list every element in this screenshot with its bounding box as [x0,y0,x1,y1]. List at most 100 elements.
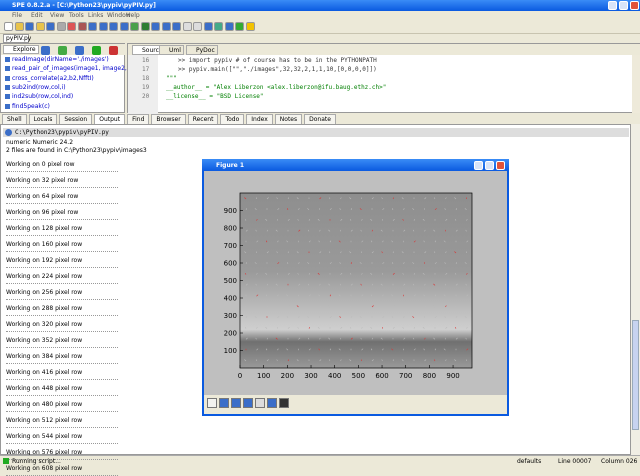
vector [370,240,373,243]
outline-item[interactable]: ind2sub(row,col,ind) [12,93,74,101]
figure-tool[interactable] [219,398,229,408]
toolbar-button[interactable] [56,22,66,31]
toolbar-button[interactable] [140,22,150,31]
output-line: numeric Numeric 24.2 [6,139,74,146]
toolbar-button[interactable] [35,22,45,31]
toolbar-button[interactable] [182,22,192,31]
vector [359,208,362,211]
toolbar-button[interactable] [172,22,181,31]
window-button[interactable] [474,161,483,170]
vector [370,272,373,275]
vector [454,272,457,275]
figure-tool[interactable] [267,398,277,408]
outline-item[interactable]: sub2ind(row,col,i) [12,83,66,91]
menu-item[interactable]: Edit [31,12,43,19]
vector [466,348,469,351]
toolbar-button[interactable] [245,22,255,31]
vector [338,240,341,243]
vector [359,262,362,265]
panel-tab-icon[interactable] [109,46,118,55]
window-button[interactable] [485,161,494,170]
file-tab[interactable]: pyPIV.py [3,34,31,43]
vector [391,348,394,351]
title-bar: SPE 0.8.2.a - [C:\Python23\pypiv\pyPIV.p… [0,0,640,11]
vector [350,262,353,264]
vector [338,294,341,297]
toolbar-button[interactable] [130,22,139,31]
window-button[interactable] [619,1,628,10]
figure-tool[interactable] [231,398,241,408]
toolbar-button[interactable] [119,22,129,31]
toolbar-button[interactable] [88,22,97,31]
toolbar-button[interactable] [235,22,244,31]
y-tick-label: 700 [224,242,237,250]
menu-item[interactable]: File [12,12,23,19]
menu-item[interactable]: View [50,12,65,19]
vector [370,294,373,297]
vector [382,240,384,243]
vector [350,208,353,210]
vector [443,240,446,243]
vector [349,218,352,221]
vector [275,283,278,286]
toolbar-button[interactable] [193,22,202,31]
toolbar-button[interactable] [151,22,160,31]
toolbar-button[interactable] [161,22,171,31]
figure-tool[interactable] [255,398,265,408]
figure-tool[interactable] [279,398,289,408]
panel-tab-icon[interactable] [58,46,67,55]
editor-tab[interactable]: PyDoc [186,45,218,55]
vector [349,272,352,275]
outline-item[interactable]: readImage(dirName='./images') [12,56,109,63]
vector [266,337,269,340]
vector [455,208,458,210]
menu-item[interactable]: Window [107,12,131,19]
output-line: Working on 576 pixel row [6,449,83,456]
figure-tool[interactable] [243,398,253,408]
toolbar-button[interactable] [98,22,108,31]
toolbar-button[interactable] [77,22,87,31]
outline-item[interactable]: find5peak(c) [12,102,50,110]
toolbar-button[interactable] [14,22,24,31]
window-button[interactable] [630,1,639,10]
panel-tab-icon[interactable] [41,46,50,55]
vector [371,305,374,308]
window-button[interactable] [608,1,617,10]
menu-item[interactable]: Links [88,12,104,19]
toolbar-button[interactable] [224,22,234,31]
vector [245,283,248,286]
editor-tab[interactable]: Uml [159,45,184,55]
x-tick-label: 100 [257,372,270,380]
vector [466,326,468,329]
dotted-line [6,459,118,460]
toolbar-button[interactable] [214,22,223,31]
output-line: Working on 224 pixel row [6,273,83,280]
outline-item[interactable]: cross_correlate(a2,b2,NfftI) [12,74,94,82]
vector [349,326,352,329]
x-tick-label: 300 [304,372,317,380]
scroll-thumb[interactable] [632,320,639,430]
vector [298,208,300,210]
figure-title-bar [202,159,509,171]
window-button[interactable] [496,161,505,170]
menu-item[interactable]: Tools [69,12,84,19]
toolbar-button[interactable] [4,22,13,31]
toolbar-button[interactable] [109,22,118,31]
panel-tab-icon[interactable] [92,46,101,55]
toolbar-button[interactable] [203,22,213,31]
x-tick-label: 800 [423,372,436,380]
explore-tab[interactable]: Explore [3,45,39,54]
x-tick-label: 0 [238,372,242,380]
menu-item[interactable]: Help [126,12,140,19]
toolbar-button[interactable] [46,22,55,31]
outline-item[interactable]: read_pair_of_images(image1, image2, crop… [12,65,158,73]
vector [265,240,268,243]
toolbar-button[interactable] [25,22,34,31]
toolbar-button[interactable] [67,22,76,31]
vector [318,294,320,297]
vector [265,326,268,329]
figure-tool[interactable] [207,398,217,408]
vector [256,272,258,275]
panel-tab-icon[interactable] [75,46,84,55]
vector [319,251,322,254]
